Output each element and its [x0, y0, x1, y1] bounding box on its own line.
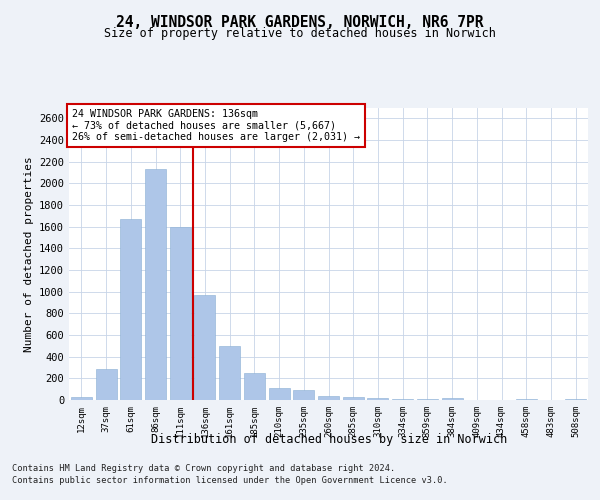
Text: Contains HM Land Registry data © Crown copyright and database right 2024.: Contains HM Land Registry data © Crown c…	[12, 464, 395, 473]
Bar	[244, 374, 265, 400]
Bar	[71, 398, 92, 400]
Text: 24, WINDSOR PARK GARDENS, NORWICH, NR6 7PR: 24, WINDSOR PARK GARDENS, NORWICH, NR6 7…	[116, 15, 484, 30]
Bar	[392, 399, 413, 400]
Text: Distribution of detached houses by size in Norwich: Distribution of detached houses by size …	[151, 432, 507, 446]
Text: 24 WINDSOR PARK GARDENS: 136sqm
← 73% of detached houses are smaller (5,667)
26%: 24 WINDSOR PARK GARDENS: 136sqm ← 73% of…	[71, 109, 359, 142]
Bar	[219, 346, 240, 400]
Bar	[516, 398, 537, 400]
Bar	[343, 397, 364, 400]
Bar	[293, 390, 314, 400]
Bar	[367, 398, 388, 400]
Bar	[170, 227, 191, 400]
Bar	[194, 295, 215, 400]
Bar	[269, 388, 290, 400]
Bar	[318, 396, 339, 400]
Bar	[120, 219, 141, 400]
Bar	[95, 368, 116, 400]
Bar	[442, 398, 463, 400]
Y-axis label: Number of detached properties: Number of detached properties	[23, 156, 34, 352]
Text: Contains public sector information licensed under the Open Government Licence v3: Contains public sector information licen…	[12, 476, 448, 485]
Bar	[145, 170, 166, 400]
Text: Size of property relative to detached houses in Norwich: Size of property relative to detached ho…	[104, 28, 496, 40]
